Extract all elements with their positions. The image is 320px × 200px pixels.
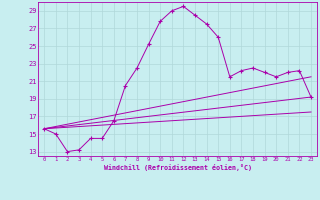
X-axis label: Windchill (Refroidissement éolien,°C): Windchill (Refroidissement éolien,°C) [104,164,252,171]
